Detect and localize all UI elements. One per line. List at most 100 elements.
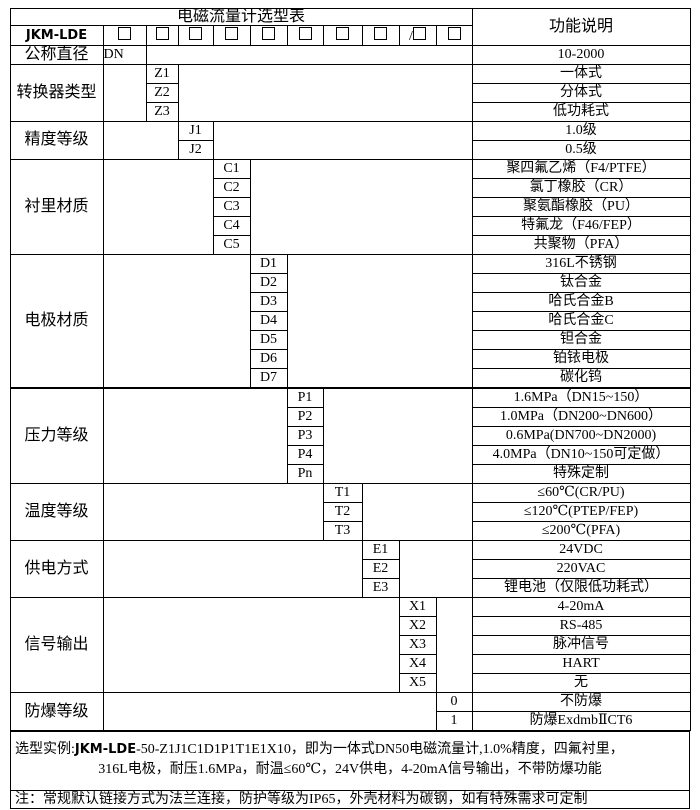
- option-description: 氯丁橡胶（CR）: [471, 177, 691, 198]
- blank-cell: [102, 482, 324, 541]
- option-code: D7: [249, 368, 288, 389]
- option-description: 1.0MPa（DN200~DN600）: [471, 406, 691, 427]
- option-description: ≤200℃(PFA): [471, 520, 691, 541]
- option-code: Z3: [145, 101, 179, 122]
- option-description: 分体式: [471, 82, 691, 103]
- slot-box: [298, 26, 312, 44]
- model-slot: [322, 24, 363, 46]
- option-code: T2: [322, 501, 363, 522]
- group-label: 供电方式: [9, 539, 104, 599]
- option-code: E1: [361, 539, 400, 560]
- blank-cell: [145, 44, 473, 65]
- option-code: C5: [212, 235, 251, 256]
- selection-example: 选型实例:JKM-LDE-50-Z1J1C1D1P1T1E1X10，即为一体式D…: [10, 731, 690, 791]
- option-code: C4: [212, 216, 251, 237]
- option-description: HART: [471, 654, 691, 675]
- option-description: 1.6MPa（DN15~150）: [471, 387, 691, 408]
- option-code: DN: [102, 44, 147, 65]
- option-description: 铂铱电极: [471, 349, 691, 370]
- blank-cell: [102, 158, 214, 256]
- option-code: D2: [249, 273, 288, 294]
- example-prefix: 选型实例:: [15, 742, 75, 757]
- blank-cell: [249, 158, 473, 256]
- blank-cell: [435, 597, 473, 694]
- group-label: 温度等级: [9, 482, 104, 541]
- slot-box: [262, 26, 275, 44]
- option-code: J1: [177, 120, 214, 141]
- blank-cell: [212, 120, 473, 160]
- option-description: 24VDC: [471, 539, 691, 560]
- model-slot: [212, 24, 251, 46]
- blank-cell: [102, 539, 363, 599]
- slot-box: [374, 26, 387, 44]
- blank-cell: [398, 539, 473, 599]
- option-code: C2: [212, 177, 251, 198]
- option-code: X1: [398, 597, 437, 618]
- blank-cell: [102, 120, 179, 160]
- blank-cell: [102, 597, 400, 694]
- option-code: 0: [435, 692, 473, 713]
- option-code: T1: [322, 482, 363, 503]
- option-code: Pn: [286, 463, 324, 484]
- option-description: 锂电池（仅限低功耗式）: [471, 578, 691, 599]
- slot-box: [225, 26, 238, 44]
- option-code: D6: [249, 349, 288, 370]
- option-code: D4: [249, 311, 288, 332]
- group-label: 衬里材质: [9, 158, 104, 256]
- group-label: 精度等级: [9, 120, 104, 160]
- model-slot: [177, 24, 214, 46]
- option-code: D5: [249, 330, 288, 351]
- slot-box: [118, 26, 131, 44]
- group-label: 信号输出: [9, 597, 104, 694]
- model-slot: [145, 24, 179, 46]
- option-description: 不防爆: [471, 692, 691, 713]
- function-header: 功能说明: [471, 7, 691, 46]
- example-line2: 316L电极，耐压1.6MPa，耐温≤60℃，24V供电，4-20mA信号输出，…: [98, 762, 602, 777]
- blank-cell: [286, 254, 473, 389]
- model-slot: [435, 24, 473, 46]
- model-slot: [249, 24, 288, 46]
- option-description: 哈氏合金B: [471, 292, 691, 313]
- option-code: X2: [398, 616, 437, 637]
- blank-cell: [322, 387, 473, 484]
- option-code: X4: [398, 654, 437, 675]
- option-description: 0.5级: [471, 139, 691, 160]
- option-description: 316L不锈钢: [471, 254, 691, 275]
- option-code: T3: [322, 520, 363, 541]
- option-code: J2: [177, 139, 214, 160]
- footnote: 注：常规默认链接方式为法兰连接，防护等级为IP65，外壳材料为碳钢，如有特殊需求…: [10, 790, 690, 809]
- option-code: C3: [212, 196, 251, 217]
- option-description: ≤60℃(CR/PU): [471, 482, 691, 503]
- option-description: 哈氏合金C: [471, 311, 691, 332]
- option-code: 1: [435, 711, 473, 732]
- model-slot: [361, 24, 400, 46]
- option-code: P2: [286, 406, 324, 427]
- option-code: X3: [398, 635, 437, 656]
- table-title: 电磁流量计选型表: [9, 7, 473, 26]
- option-description: 钽合金: [471, 330, 691, 351]
- option-code: P4: [286, 444, 324, 465]
- option-description: 220VAC: [471, 559, 691, 580]
- example-line1: -50-Z1J1C1D1P1T1E1X10，即为一体式DN50电磁流量计,1.0…: [136, 742, 624, 757]
- blank-cell: [102, 387, 288, 484]
- option-description: 脉冲信号: [471, 635, 691, 656]
- option-description: 一体式: [471, 63, 691, 84]
- option-description: 聚四氟乙烯（F4/PTFE）: [471, 158, 691, 179]
- option-description: 防爆ExdmbⅡCT6: [471, 711, 691, 732]
- blank-cell: [102, 254, 251, 389]
- option-code: E3: [361, 578, 400, 599]
- slot-box: [189, 26, 202, 44]
- option-description: 4-20mA: [471, 597, 691, 618]
- option-code: D1: [249, 254, 288, 275]
- slot-box: [447, 26, 461, 44]
- blank-cell: [177, 63, 473, 122]
- option-description: 0.6MPa(DN700~DN2000): [471, 425, 691, 446]
- option-description: 钛合金: [471, 273, 691, 294]
- blank-cell: [102, 692, 437, 732]
- option-code: E2: [361, 559, 400, 580]
- example-brand: JKM-LDE: [74, 742, 137, 757]
- option-description: RS-485: [471, 616, 691, 637]
- option-description: 聚氨酯橡胶（PU）: [471, 196, 691, 217]
- option-code: P1: [286, 387, 324, 408]
- group-label: 电极材质: [9, 254, 104, 389]
